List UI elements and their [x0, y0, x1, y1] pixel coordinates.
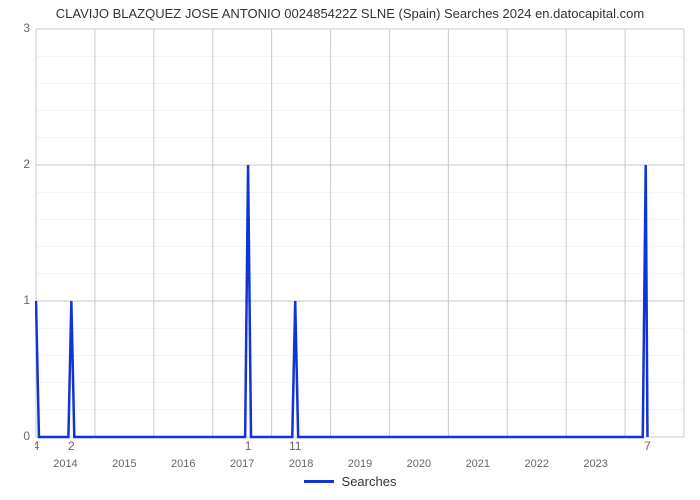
peak-value-labels: 421117 — [35, 439, 651, 453]
y-tick-label: 1 — [23, 293, 30, 307]
x-tick-label: 2015 — [112, 458, 136, 470]
y-tick-label: 3 — [23, 21, 30, 35]
x-axis-ticks: 2014 2015 2016 2017 2018 2019 2020 2021 2022 2023 — [53, 458, 608, 470]
searches-line-chart: 2014 2015 2016 2017 2018 2019 2020 2021 2022 2023… — [35, 28, 685, 472]
y-tick-label: 0 — [23, 429, 30, 443]
peak-value-label: 1 — [245, 439, 252, 453]
x-tick-label: 2016 — [171, 458, 195, 470]
legend-label: Searches — [342, 474, 397, 489]
peak-value-label: 2 — [68, 439, 75, 453]
y-tick-label: 2 — [23, 157, 30, 171]
chart-grid — [36, 29, 684, 437]
peak-value-label: 4 — [35, 439, 40, 453]
x-tick-label: 2014 — [53, 458, 77, 470]
peak-value-label: 7 — [644, 439, 651, 453]
peak-value-label: 11 — [289, 439, 302, 453]
x-tick-label: 2017 — [230, 458, 254, 470]
x-tick-label: 2018 — [289, 458, 313, 470]
x-tick-label: 2020 — [407, 458, 431, 470]
x-tick-label: 2019 — [348, 458, 372, 470]
legend-swatch — [304, 480, 334, 483]
x-tick-label: 2021 — [466, 458, 490, 470]
chart-title: CLAVIJO BLAZQUEZ JOSE ANTONIO 002485422Z… — [0, 6, 700, 21]
x-tick-label: 2022 — [524, 458, 548, 470]
x-tick-label: 2023 — [583, 458, 607, 470]
chart-legend: Searches — [0, 474, 700, 489]
